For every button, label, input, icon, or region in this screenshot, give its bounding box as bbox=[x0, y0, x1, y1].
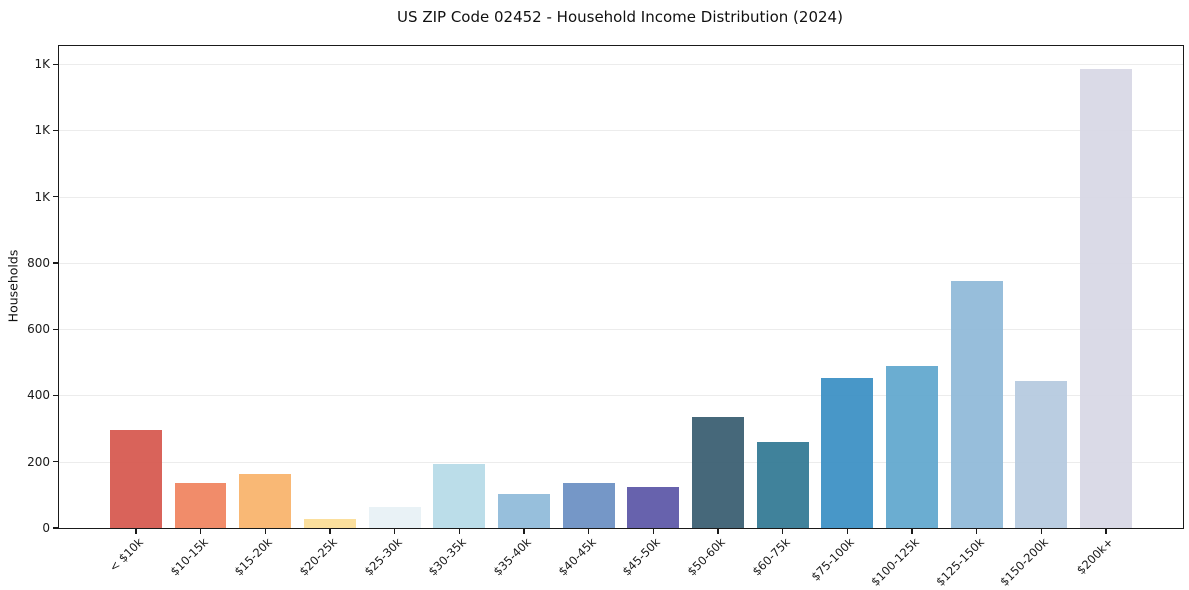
x-tick-label: $35-40k bbox=[490, 535, 534, 579]
y-tick-mark bbox=[53, 63, 58, 65]
x-tick-label: $150-200k bbox=[997, 535, 1052, 589]
gridline bbox=[59, 329, 1183, 331]
x-tick-label: $45-50k bbox=[619, 535, 664, 579]
bar-$25-30k bbox=[368, 506, 421, 528]
y-tick-mark bbox=[53, 196, 58, 198]
y-tick-label: 200 bbox=[27, 454, 50, 469]
x-tick-label: $30-35k bbox=[425, 535, 470, 579]
x-tick-mark bbox=[911, 529, 913, 534]
y-tick-mark bbox=[53, 262, 58, 264]
y-axis-label: Households bbox=[5, 249, 21, 323]
plot-area: 0 200 400 600 800 1K 1K 1K < $10k $10-15k $15-20k $… bbox=[27, 45, 1184, 589]
bar-$15-20k bbox=[239, 474, 292, 528]
x-tick-mark bbox=[394, 529, 396, 534]
x-tick-label: $50-60k bbox=[684, 535, 728, 579]
x-tick-mark bbox=[523, 529, 525, 534]
y-tick-label: 800 bbox=[27, 255, 50, 270]
bar-$35-40k bbox=[498, 494, 550, 528]
gridline bbox=[59, 64, 1183, 66]
bar-$10-15k bbox=[174, 482, 227, 528]
bar-$125-150k bbox=[950, 280, 1003, 528]
x-tick-label: $100-125k bbox=[868, 535, 922, 589]
x-tick-mark bbox=[588, 529, 590, 534]
x-tick-mark bbox=[1040, 529, 1042, 534]
x-tick-label: $20-25k bbox=[296, 535, 340, 579]
x-tick-label: < $10k bbox=[106, 535, 146, 575]
bar-$30-35k bbox=[433, 464, 486, 528]
x-tick-mark bbox=[200, 529, 202, 534]
x-tick-label: $40-45k bbox=[555, 535, 599, 579]
x-tick-label: $125-150k bbox=[932, 535, 987, 589]
y-tick-label: 1K bbox=[34, 123, 50, 138]
y-tick-label: 600 bbox=[27, 322, 50, 337]
bar-$150-200k bbox=[1015, 381, 1068, 528]
x-tick-mark bbox=[782, 529, 784, 534]
x-tick-label: $10-15k bbox=[167, 535, 211, 579]
x-tick-label: $200k+ bbox=[1073, 535, 1116, 578]
y-tick-mark bbox=[53, 328, 58, 330]
gridline bbox=[59, 262, 1183, 264]
bar-< $10k bbox=[110, 429, 162, 528]
y-tick-mark bbox=[53, 394, 58, 397]
bar-$20-25k bbox=[304, 518, 356, 528]
x-tick-mark bbox=[652, 529, 654, 534]
y-tick-mark bbox=[53, 129, 58, 132]
y-tick-label: 0 bbox=[42, 521, 50, 535]
x-tick-mark bbox=[329, 529, 331, 534]
x-tick-label: $25-30k bbox=[361, 535, 405, 579]
y-tick-mark bbox=[53, 527, 58, 529]
gridline bbox=[59, 130, 1183, 132]
x-tick-mark bbox=[458, 529, 460, 534]
x-tick-mark bbox=[717, 529, 719, 534]
gridline bbox=[59, 395, 1183, 397]
y-tick-mark bbox=[53, 461, 58, 463]
bar-$100-125k bbox=[886, 366, 938, 528]
gridline bbox=[59, 196, 1183, 198]
bar-$45-50k bbox=[627, 486, 680, 528]
x-tick-label: $75-100k bbox=[808, 535, 858, 584]
x-tick-mark bbox=[846, 529, 848, 534]
x-tick-label: $15-20k bbox=[231, 535, 276, 579]
x-tick-mark bbox=[264, 529, 266, 534]
y-tick-label: 400 bbox=[27, 388, 50, 403]
y-tick-label: 1K bbox=[34, 57, 50, 72]
chart-title: US ZIP Code 02452 - Household Income Dis… bbox=[397, 8, 843, 26]
bar-$60-75k bbox=[756, 441, 809, 528]
x-tick-mark bbox=[976, 529, 978, 534]
bar-$40-45k bbox=[562, 482, 615, 528]
y-tick-label: 1K bbox=[34, 189, 50, 204]
x-tick-label: $60-75k bbox=[749, 535, 793, 579]
x-tick-mark bbox=[1105, 529, 1107, 534]
bar-$75-100k bbox=[821, 378, 874, 528]
bar-$200k+ bbox=[1080, 68, 1132, 528]
bar-$50-60k bbox=[692, 417, 744, 528]
x-tick-mark bbox=[135, 529, 137, 534]
gridline bbox=[59, 461, 1183, 463]
